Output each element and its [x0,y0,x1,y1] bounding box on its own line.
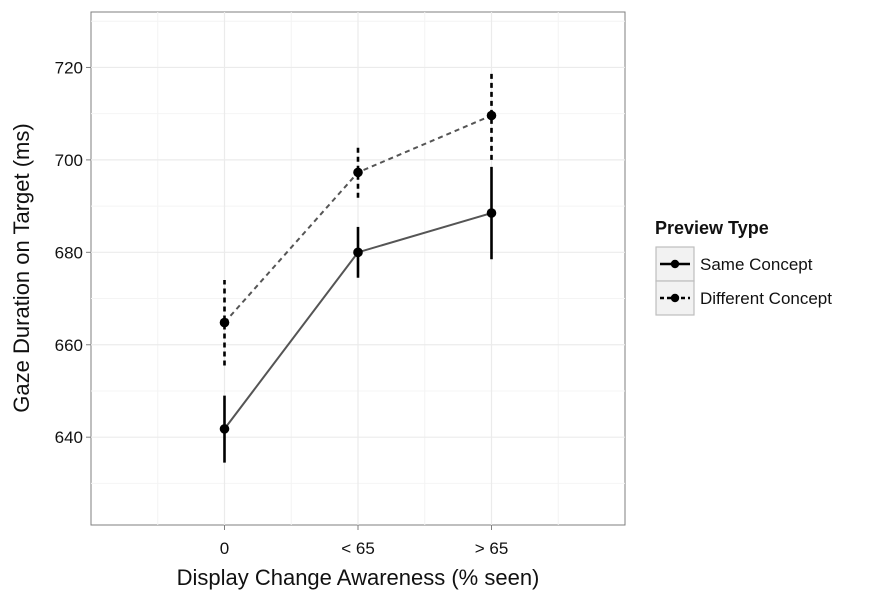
data-point-different-concept [353,167,363,178]
x-axis-title: Display Change Awareness (% seen) [177,565,540,590]
legend-title: Preview Type [655,218,769,238]
data-point-different-concept [486,110,497,121]
minor-grid [91,12,625,525]
y-tick-label: 680 [55,243,83,262]
legend-label-different-concept: Different Concept [700,289,832,308]
y-tick-label: 660 [55,336,83,355]
y-tick-label: 700 [55,151,83,170]
legend: Preview Type Same Concept Different Conce… [655,218,832,316]
series-layer [219,71,497,463]
x-axis: 0 < 65 > 65 [220,525,509,558]
x-tick-label: > 65 [475,539,509,558]
y-tick-label: 720 [55,58,83,77]
y-tick-label: 640 [55,428,83,447]
x-tick-label: < 65 [341,539,375,558]
x-tick-label: 0 [220,539,229,558]
legend-key-point [670,293,680,303]
data-point-same-concept [353,247,363,258]
y-axis: 640 660 680 700 720 [55,58,91,447]
data-point-different-concept [219,317,230,328]
data-point-same-concept [486,208,497,218]
legend-key-point [670,259,680,269]
y-axis-title: Gaze Duration on Target (ms) [9,123,34,412]
data-point-same-concept [219,424,230,434]
legend-label-same-concept: Same Concept [700,255,813,274]
